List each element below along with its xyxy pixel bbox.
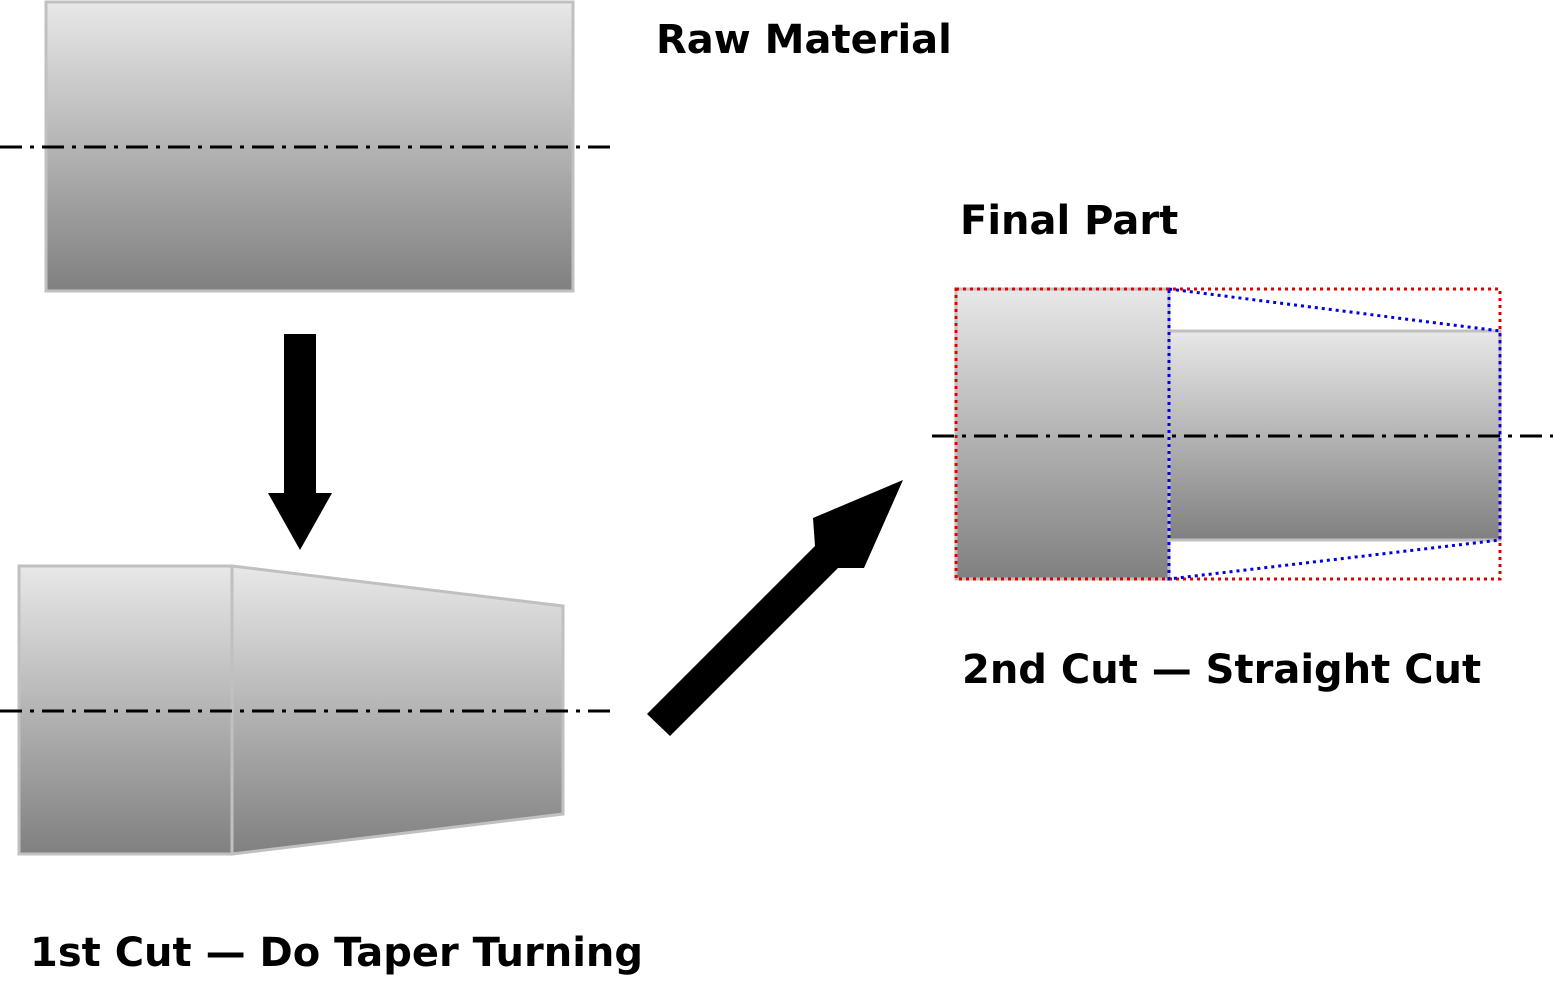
- raw-label: Raw Material: [656, 17, 952, 63]
- final-label: Final Part: [960, 198, 1178, 244]
- final-cylinder: [954, 287, 1171, 581]
- cut1-label: 1st Cut — Do Taper Turning: [30, 930, 643, 976]
- arrow-diagonal: [647, 480, 903, 736]
- arrow-down: [268, 334, 332, 550]
- cut2-label: 2nd Cut — Straight Cut: [962, 647, 1481, 693]
